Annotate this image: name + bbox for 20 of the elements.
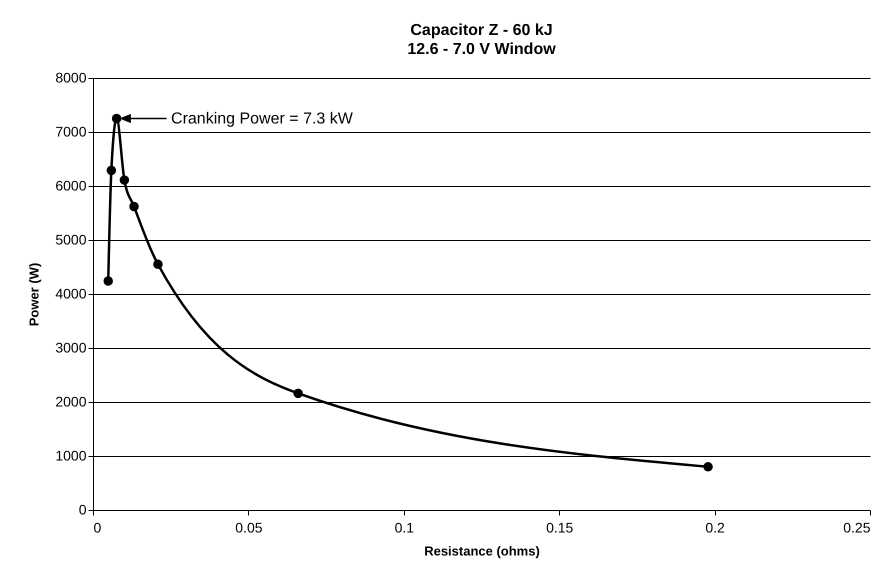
x-tick-label: 0	[94, 520, 102, 536]
y-tick-label: 6000	[55, 178, 87, 194]
chart-title: Capacitor Z - 60 kJ	[410, 22, 553, 39]
y-tick-label: 0	[78, 502, 87, 518]
y-tick-label: 5000	[55, 232, 87, 248]
x-tick-label: 0.15	[546, 520, 574, 536]
y-tick-label: 2000	[55, 394, 87, 410]
y-tick-label: 7000	[55, 124, 87, 140]
x-axis-title: Resistance (ohms)	[424, 544, 540, 558]
x-tick-label: 0.05	[235, 520, 263, 536]
x-tick-label: 0.2	[705, 520, 726, 536]
annotation: Cranking Power = 7.3 kW	[171, 110, 354, 128]
y-tick-label: 1000	[55, 448, 87, 464]
chart-subtitle: 12.6 - 7.0 V Window	[407, 41, 556, 58]
x-tick-label: 0.1	[394, 520, 414, 536]
y-tick-label: 4000	[55, 286, 87, 302]
y-tick-label: 8000	[55, 70, 87, 86]
x-tick-label: 0.25	[843, 520, 871, 536]
y-axis-title: Power (W)	[26, 262, 42, 326]
y-tick-label: 3000	[55, 340, 87, 356]
